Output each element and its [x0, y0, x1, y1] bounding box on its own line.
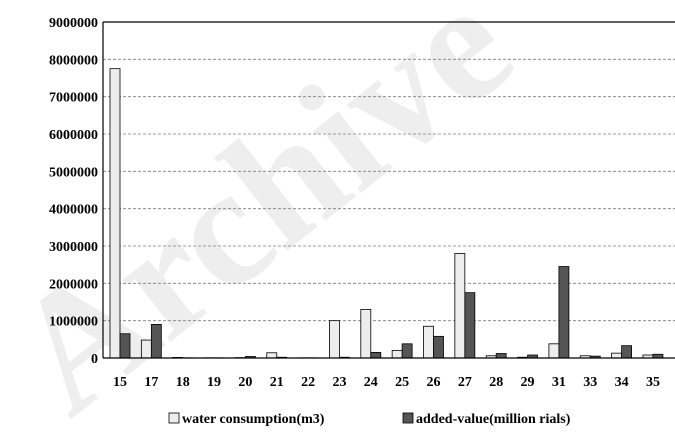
bar-added-value-25 — [401, 343, 413, 359]
bar-added-value-28 — [495, 353, 507, 359]
x-tick-label: 28 — [489, 375, 503, 390]
bar-water-23 — [329, 320, 340, 359]
x-tick-label: 20 — [238, 375, 252, 390]
gridlines — [103, 21, 675, 322]
y-tick-label: 1000000 — [49, 315, 98, 330]
bar-added-value-15 — [119, 333, 131, 359]
x-tick-label: 25 — [395, 375, 409, 390]
y-tick-label: 0 — [91, 352, 98, 367]
bar-water-17 — [140, 339, 152, 359]
x-tick-label: 24 — [364, 375, 378, 390]
y-tick-label: 9000000 — [49, 16, 98, 31]
x-tick-label: 26 — [427, 375, 441, 390]
bar-added-value-31 — [558, 266, 570, 359]
bar-water-26 — [423, 325, 434, 359]
legend-label-water: water consumption(m3) — [182, 412, 325, 427]
bar-water-24 — [360, 309, 372, 359]
x-tick-label: 17 — [144, 375, 158, 390]
y-tick-label: 7000000 — [49, 91, 98, 106]
x-tick-label: 22 — [301, 375, 315, 390]
y-tick-label: 5000000 — [49, 165, 98, 180]
x-tick-label: 34 — [615, 375, 629, 390]
x-tick-label: 15 — [113, 375, 127, 390]
legend-label-added-value: added-value(million rials) — [416, 412, 571, 427]
y-tick-label: 2000000 — [49, 277, 98, 292]
x-tick-label: 19 — [207, 375, 221, 390]
bar-added-value-34 — [621, 345, 632, 359]
x-tick-label: 27 — [458, 375, 472, 390]
legend: water consumption(m3) added-value(millio… — [168, 412, 571, 427]
y-tick-label: 8000000 — [49, 53, 98, 68]
legend-swatch-added-value — [402, 412, 414, 424]
bar-added-value-24 — [370, 351, 382, 359]
x-tick-label: 21 — [270, 375, 284, 390]
bar-water-34 — [611, 352, 622, 359]
x-tick-label: 29 — [521, 375, 535, 390]
bar-added-value-17 — [150, 323, 162, 359]
legend-swatch-water — [168, 412, 180, 424]
y-axis-ticks: 0 1000000 2000000 3000000 4000000 5000000 6000… — [49, 16, 98, 367]
y-tick-label: 6000000 — [49, 128, 98, 143]
x-tick-label: 33 — [583, 375, 597, 390]
x-axis-ticks: 15 17 18 19 20 21 22 23 24 25 26 27 28 29 31 33 34 35 — [113, 375, 660, 390]
bar-water-21 — [266, 352, 278, 359]
bar-added-value-26 — [433, 335, 444, 359]
x-tick-label: 31 — [552, 375, 566, 390]
bar-added-value-27 — [464, 292, 476, 359]
bar-water-31 — [548, 343, 560, 359]
x-tick-label: 35 — [646, 375, 660, 390]
bar-water-25 — [391, 350, 403, 359]
bar-water-27 — [454, 253, 466, 359]
y-tick-label: 4000000 — [49, 203, 98, 218]
y-tick-label: 3000000 — [49, 240, 98, 255]
x-tick-label: 18 — [176, 375, 190, 390]
bar-water-15 — [109, 68, 121, 359]
x-tick-label: 23 — [332, 375, 346, 390]
